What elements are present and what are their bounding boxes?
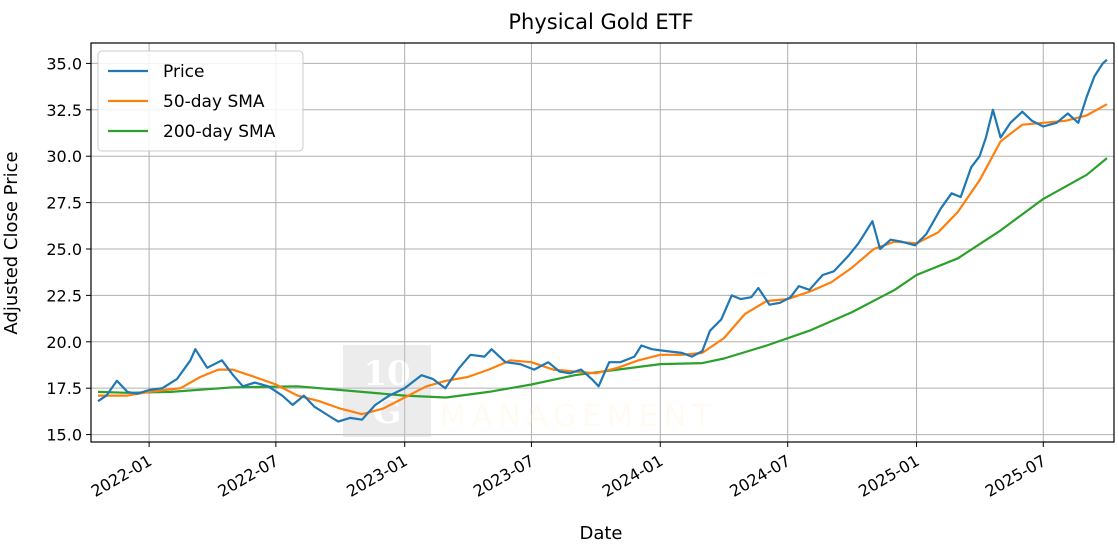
x-tick-label: 2025-01 bbox=[855, 451, 922, 501]
y-axis-label: Adjusted Close Price bbox=[1, 151, 22, 334]
x-tick-label: 2023-07 bbox=[470, 451, 537, 501]
legend-label: 50-day SMA bbox=[163, 92, 265, 112]
svg-text:MANAGEMENT: MANAGEMENT bbox=[440, 399, 717, 434]
legend: Price 50-day SMA 200-day SMA bbox=[97, 50, 304, 152]
series-lines bbox=[97, 58, 1108, 423]
legend-label: 200-day SMA bbox=[163, 122, 276, 142]
x-tick-label: 2024-07 bbox=[726, 451, 793, 501]
series-line bbox=[97, 157, 1108, 399]
x-tick-label: 2022-01 bbox=[88, 451, 155, 501]
chart-title: Physical Gold ETF bbox=[508, 10, 693, 34]
x-tick-label: 2022-07 bbox=[214, 451, 281, 501]
y-tick-label: 22.5 bbox=[46, 286, 82, 305]
x-axis: 2022-01 2022-07 2023-01 2023-07 2024-01 2024-… bbox=[88, 442, 1049, 501]
series-line bbox=[97, 58, 1108, 423]
y-tick-label: 20.0 bbox=[46, 333, 82, 352]
svg-text:10: 10 bbox=[363, 354, 410, 394]
legend-box bbox=[97, 50, 304, 152]
y-tick-label: 15.0 bbox=[46, 426, 82, 445]
y-tick-label: 35.0 bbox=[46, 54, 82, 73]
x-tick-label: 2024-01 bbox=[599, 451, 666, 501]
y-tick-label: 30.0 bbox=[46, 147, 82, 166]
legend-label: Price bbox=[163, 62, 204, 82]
y-axis: 15.0 17.5 20.0 22.5 25.0 27.5 30.0 32.5 35.0 bbox=[46, 54, 91, 445]
y-tick-label: 32.5 bbox=[46, 101, 82, 120]
x-tick-label: 2025-07 bbox=[982, 451, 1049, 501]
y-tick-label: 25.0 bbox=[46, 240, 82, 259]
svg-text:G: G bbox=[372, 392, 401, 432]
y-tick-label: 17.5 bbox=[46, 379, 82, 398]
y-tick-label: 27.5 bbox=[46, 194, 82, 213]
x-axis-label: Date bbox=[579, 523, 622, 544]
plot-frame bbox=[90, 42, 1115, 443]
x-tick-label: 2023-01 bbox=[343, 451, 410, 501]
